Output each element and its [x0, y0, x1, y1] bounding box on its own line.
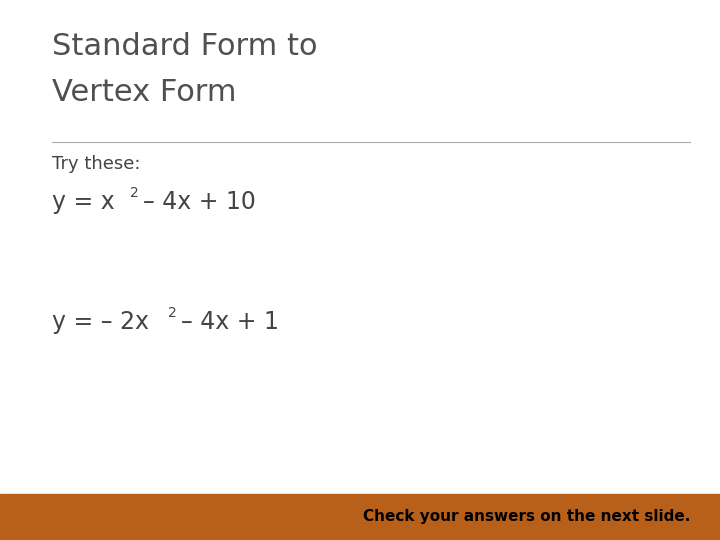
Text: 2: 2 [130, 186, 139, 200]
Text: – 4x + 10: – 4x + 10 [143, 190, 256, 214]
Text: Check your answers on the next slide.: Check your answers on the next slide. [363, 510, 690, 524]
Text: – 4x + 1: – 4x + 1 [181, 310, 279, 334]
Text: 2: 2 [168, 306, 176, 320]
Text: Try these:: Try these: [52, 155, 140, 173]
Text: Vertex Form: Vertex Form [52, 78, 236, 107]
Bar [0, 494, 720, 540]
Text: Standard Form to: Standard Form to [52, 32, 318, 61]
Text: y = x: y = x [52, 190, 114, 214]
Text: y = – 2x: y = – 2x [52, 310, 149, 334]
